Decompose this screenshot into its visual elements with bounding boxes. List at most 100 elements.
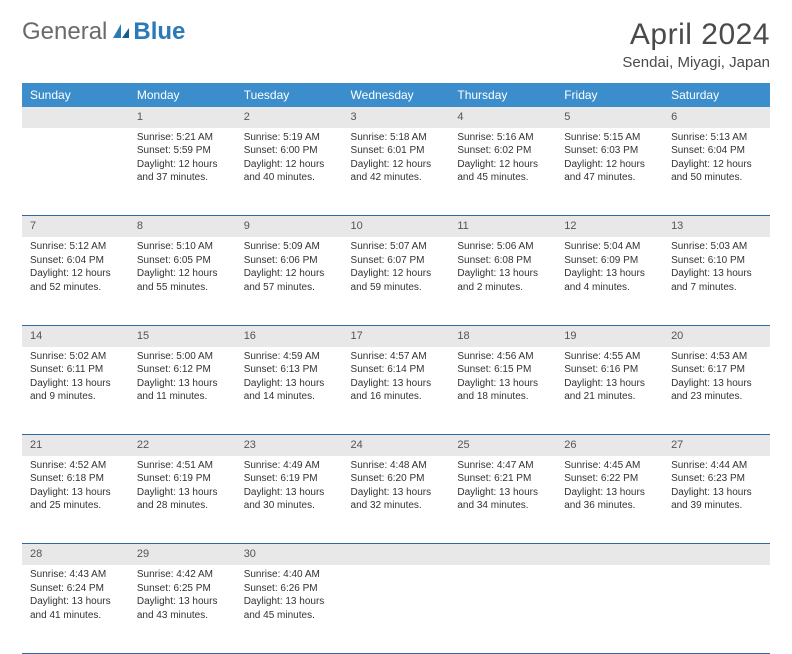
sunset-text: Sunset: 6:02 PM bbox=[457, 144, 548, 158]
sunset-text: Sunset: 6:03 PM bbox=[564, 144, 655, 158]
day-cell: Sunrise: 5:09 AMSunset: 6:06 PMDaylight:… bbox=[236, 237, 343, 325]
sunset-text: Sunset: 6:23 PM bbox=[671, 472, 762, 486]
day-number-cell bbox=[663, 544, 770, 565]
day-cell bbox=[22, 128, 129, 216]
day-cell: Sunrise: 5:18 AMSunset: 6:01 PMDaylight:… bbox=[343, 128, 450, 216]
day-header-row: Sunday Monday Tuesday Wednesday Thursday… bbox=[22, 83, 770, 107]
sail-icon bbox=[111, 22, 131, 42]
daylight-line1: Daylight: 13 hours bbox=[244, 595, 335, 609]
sunrise-text: Sunrise: 5:12 AM bbox=[30, 240, 121, 254]
day-header: Friday bbox=[556, 83, 663, 107]
daylight-line1: Daylight: 12 hours bbox=[457, 158, 548, 172]
sunrise-text: Sunrise: 5:02 AM bbox=[30, 350, 121, 364]
day-number-cell: 10 bbox=[343, 216, 450, 237]
daylight-line2: and 2 minutes. bbox=[457, 281, 548, 295]
sunset-text: Sunset: 6:14 PM bbox=[351, 363, 442, 377]
sunrise-text: Sunrise: 4:40 AM bbox=[244, 568, 335, 582]
sunrise-text: Sunrise: 5:00 AM bbox=[137, 350, 228, 364]
day-number-cell: 14 bbox=[22, 325, 129, 346]
daylight-line1: Daylight: 12 hours bbox=[244, 267, 335, 281]
daylight-line2: and 32 minutes. bbox=[351, 499, 442, 513]
day-cell bbox=[556, 565, 663, 653]
sunrise-text: Sunrise: 5:19 AM bbox=[244, 131, 335, 145]
daylight-line1: Daylight: 13 hours bbox=[30, 377, 121, 391]
day-cell: Sunrise: 4:55 AMSunset: 6:16 PMDaylight:… bbox=[556, 347, 663, 435]
daylight-line1: Daylight: 12 hours bbox=[564, 158, 655, 172]
sunset-text: Sunset: 6:16 PM bbox=[564, 363, 655, 377]
daylight-line1: Daylight: 13 hours bbox=[244, 486, 335, 500]
sunrise-text: Sunrise: 5:04 AM bbox=[564, 240, 655, 254]
daylight-line2: and 18 minutes. bbox=[457, 390, 548, 404]
sunset-text: Sunset: 6:25 PM bbox=[137, 582, 228, 596]
daylight-line1: Daylight: 13 hours bbox=[564, 267, 655, 281]
sunrise-text: Sunrise: 5:06 AM bbox=[457, 240, 548, 254]
day-cell: Sunrise: 4:51 AMSunset: 6:19 PMDaylight:… bbox=[129, 456, 236, 544]
day-number-cell: 12 bbox=[556, 216, 663, 237]
day-header: Sunday bbox=[22, 83, 129, 107]
day-number-cell bbox=[22, 107, 129, 128]
sunrise-text: Sunrise: 4:52 AM bbox=[30, 459, 121, 473]
day-number-cell: 20 bbox=[663, 325, 770, 346]
daylight-line1: Daylight: 13 hours bbox=[30, 595, 121, 609]
sunrise-text: Sunrise: 4:45 AM bbox=[564, 459, 655, 473]
sunrise-text: Sunrise: 4:55 AM bbox=[564, 350, 655, 364]
daylight-line2: and 55 minutes. bbox=[137, 281, 228, 295]
day-number-cell bbox=[449, 544, 556, 565]
daylight-line1: Daylight: 13 hours bbox=[137, 486, 228, 500]
sunrise-text: Sunrise: 4:48 AM bbox=[351, 459, 442, 473]
day-header: Monday bbox=[129, 83, 236, 107]
daylight-line1: Daylight: 13 hours bbox=[671, 486, 762, 500]
day-number-cell: 26 bbox=[556, 435, 663, 456]
daylight-line2: and 28 minutes. bbox=[137, 499, 228, 513]
daylight-line1: Daylight: 12 hours bbox=[671, 158, 762, 172]
sunrise-text: Sunrise: 4:57 AM bbox=[351, 350, 442, 364]
sunrise-text: Sunrise: 5:15 AM bbox=[564, 131, 655, 145]
calendar-table: Sunday Monday Tuesday Wednesday Thursday… bbox=[22, 83, 770, 654]
week-row: Sunrise: 4:52 AMSunset: 6:18 PMDaylight:… bbox=[22, 456, 770, 544]
day-number-cell: 21 bbox=[22, 435, 129, 456]
day-number-cell: 13 bbox=[663, 216, 770, 237]
daylight-line1: Daylight: 13 hours bbox=[457, 377, 548, 391]
day-cell bbox=[663, 565, 770, 653]
day-cell: Sunrise: 5:12 AMSunset: 6:04 PMDaylight:… bbox=[22, 237, 129, 325]
sunrise-text: Sunrise: 5:16 AM bbox=[457, 131, 548, 145]
daylight-line1: Daylight: 12 hours bbox=[244, 158, 335, 172]
day-header: Thursday bbox=[449, 83, 556, 107]
day-number-cell bbox=[343, 544, 450, 565]
daylight-line2: and 9 minutes. bbox=[30, 390, 121, 404]
daylight-line1: Daylight: 13 hours bbox=[244, 377, 335, 391]
sunset-text: Sunset: 6:04 PM bbox=[671, 144, 762, 158]
sunset-text: Sunset: 6:26 PM bbox=[244, 582, 335, 596]
sunset-text: Sunset: 6:22 PM bbox=[564, 472, 655, 486]
day-cell: Sunrise: 4:56 AMSunset: 6:15 PMDaylight:… bbox=[449, 347, 556, 435]
daylight-line2: and 21 minutes. bbox=[564, 390, 655, 404]
day-number-cell: 9 bbox=[236, 216, 343, 237]
sunrise-text: Sunrise: 4:53 AM bbox=[671, 350, 762, 364]
day-cell: Sunrise: 5:13 AMSunset: 6:04 PMDaylight:… bbox=[663, 128, 770, 216]
sunset-text: Sunset: 6:05 PM bbox=[137, 254, 228, 268]
daynum-row: 282930 bbox=[22, 544, 770, 565]
daylight-line2: and 45 minutes. bbox=[457, 171, 548, 185]
daylight-line2: and 57 minutes. bbox=[244, 281, 335, 295]
daylight-line2: and 45 minutes. bbox=[244, 609, 335, 623]
day-number-cell: 8 bbox=[129, 216, 236, 237]
daylight-line2: and 7 minutes. bbox=[671, 281, 762, 295]
daylight-line2: and 4 minutes. bbox=[564, 281, 655, 295]
sunrise-text: Sunrise: 5:10 AM bbox=[137, 240, 228, 254]
daynum-row: 78910111213 bbox=[22, 216, 770, 237]
day-number-cell: 24 bbox=[343, 435, 450, 456]
day-number-cell: 11 bbox=[449, 216, 556, 237]
week-row: Sunrise: 4:43 AMSunset: 6:24 PMDaylight:… bbox=[22, 565, 770, 653]
day-number-cell: 5 bbox=[556, 107, 663, 128]
day-cell: Sunrise: 4:47 AMSunset: 6:21 PMDaylight:… bbox=[449, 456, 556, 544]
week-row: Sunrise: 5:02 AMSunset: 6:11 PMDaylight:… bbox=[22, 347, 770, 435]
week-row: Sunrise: 5:21 AMSunset: 5:59 PMDaylight:… bbox=[22, 128, 770, 216]
daylight-line1: Daylight: 13 hours bbox=[137, 377, 228, 391]
sunset-text: Sunset: 6:09 PM bbox=[564, 254, 655, 268]
daylight-line1: Daylight: 13 hours bbox=[30, 486, 121, 500]
day-cell: Sunrise: 4:44 AMSunset: 6:23 PMDaylight:… bbox=[663, 456, 770, 544]
daylight-line2: and 34 minutes. bbox=[457, 499, 548, 513]
sunrise-text: Sunrise: 4:49 AM bbox=[244, 459, 335, 473]
day-number-cell: 22 bbox=[129, 435, 236, 456]
sunrise-text: Sunrise: 4:59 AM bbox=[244, 350, 335, 364]
